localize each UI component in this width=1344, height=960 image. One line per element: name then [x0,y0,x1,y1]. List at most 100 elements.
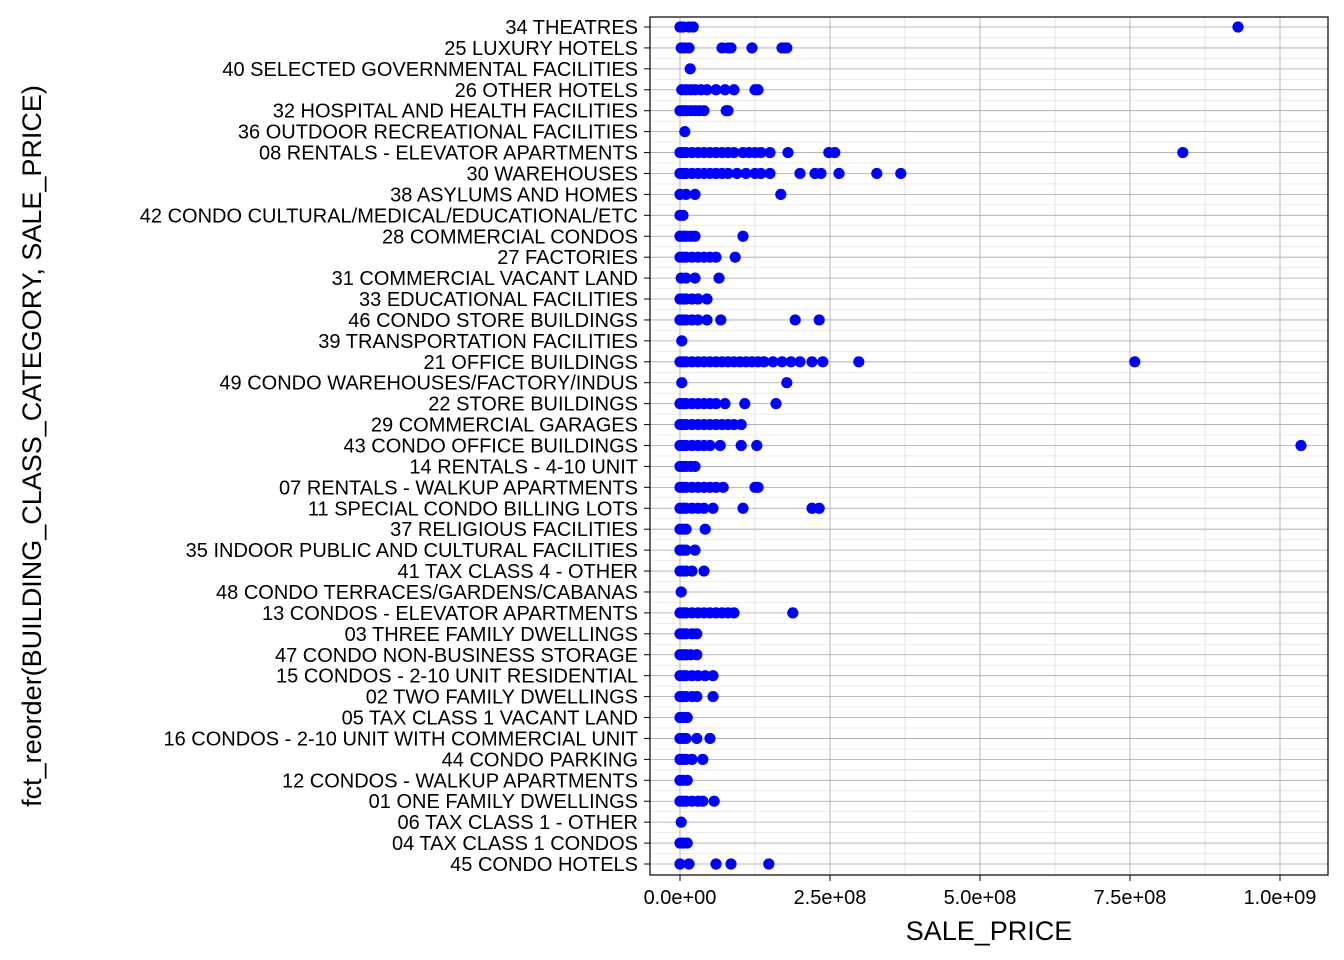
plot-panel [650,17,1328,875]
data-point [704,439,716,452]
data-point [713,272,725,284]
data-point [731,167,743,180]
data-point [686,753,698,765]
y-tick-label: 15 CONDOS - 2-10 UNIT RESIDENTIAL [276,666,638,688]
data-point [755,167,767,180]
data-point [701,84,713,96]
data-point [675,586,687,598]
y-tick-label: 31 COMMERCIAL VACANT LAND [332,268,638,290]
data-point [770,398,782,410]
y-tick-label: 40 SELECTED GOVERNMENTAL FACILITIES [222,59,638,81]
y-tick-label: 11 SPECIAL CONDO BILLING LOTS [308,498,638,520]
x-tick-label: 5.0e+08 [944,887,1017,909]
data-point [698,565,710,577]
data-point [763,858,775,870]
x-tick-label: 0.0e+00 [644,887,717,909]
data-point [764,146,776,159]
data-point [853,356,865,368]
data-point [781,42,793,54]
data-point [789,314,801,326]
data-point [746,42,758,54]
data-point [895,167,907,180]
data-point [687,21,699,33]
data-point [719,398,731,410]
y-tick-label: 25 LUXURY HOTELS [444,38,638,60]
data-point [681,837,693,849]
data-point [704,732,716,745]
y-tick-label: 28 COMMERCIAL CONDOS [382,226,638,248]
y-tick-label: 22 STORE BUILDINGS [428,394,638,416]
data-point [707,502,719,514]
data-point [1232,21,1244,33]
data-point [767,356,779,368]
data-point [813,502,825,514]
data-point [684,63,696,75]
data-point [691,628,703,640]
y-tick-label: 03 THREE FAMILY DWELLINGS [345,624,638,646]
data-point [794,356,806,368]
y-tick-label: 02 TWO FAMILY DWELLINGS [366,687,638,709]
y-tick-label: 48 CONDO TERRACES/GARDENS/CABANAS [216,582,638,604]
data-point [817,356,829,368]
y-tick-label: 04 TAX CLASS 1 CONDOS [392,833,638,855]
data-point [813,314,825,326]
data-point [692,293,704,305]
data-point [1177,146,1189,159]
y-tick-label: 44 CONDO PARKING [442,749,638,771]
data-point [675,816,687,828]
y-tick-label: 42 CONDO CULTURAL/MEDICAL/EDUCATIONAL/ET… [140,205,638,227]
y-tick-label: 21 OFFICE BUILDINGS [424,352,639,374]
y-tick-label: 35 INDOOR PUBLIC AND CULTURAL FACILITIES [186,540,638,562]
data-point [689,188,701,200]
data-point [707,670,719,682]
data-point [1129,356,1141,368]
y-tick-label: 29 COMMERCIAL GARAGES [371,415,638,437]
y-tick-label: 13 CONDOS - ELEVATOR APARTMENTS [262,603,638,625]
y-tick-label: 32 HOSPITAL AND HEALTH FACILITIES [273,101,638,123]
y-tick-label: 30 WAREHOUSES [466,163,638,185]
data-point [781,377,793,389]
data-point [815,167,827,180]
data-point [680,523,692,535]
data-point [725,42,737,54]
data-point [1295,439,1307,452]
y-tick-label: 01 ONE FAMILY DWELLINGS [369,791,638,813]
data-point [680,272,692,284]
y-tick-label: 06 TAX CLASS 1 - OTHER [398,812,638,834]
data-point [728,607,740,619]
data-point [689,544,701,556]
data-point [752,481,764,493]
data-point [794,167,806,180]
y-tick-label: 05 TAX CLASS 1 VACANT LAND [342,708,638,730]
y-tick-label: 43 CONDO OFFICE BUILDINGS [344,436,639,458]
data-point [740,167,752,180]
data-point [725,858,737,870]
data-point [683,858,695,870]
y-tick-label: 38 ASYLUMS AND HOMES [390,184,638,206]
x-tick-label: 1.0e+09 [1244,887,1317,909]
data-point [677,209,689,221]
data-point [680,188,692,200]
data-point [776,356,788,368]
data-point [739,398,751,410]
data-point [719,84,731,96]
data-points [674,21,1307,870]
y-tick-label: 08 RENTALS - ELEVATOR APARTMENTS [259,143,638,165]
data-point [755,146,767,159]
data-point [751,439,763,452]
y-tick-label: 37 RELIGIOUS FACILITIES [390,519,638,541]
y-tick-label: 36 OUTDOOR RECREATIONAL FACILITIES [238,122,638,144]
data-point [676,335,688,347]
y-tick-label: 47 CONDO NON-BUSINESS STORAGE [275,645,638,667]
data-point [833,167,845,180]
data-point [735,418,747,431]
data-point [717,481,729,493]
data-point [710,398,722,410]
data-point [737,230,749,242]
data-point [681,774,693,786]
data-point [686,565,698,577]
data-point [715,314,727,326]
y-tick-label: 41 TAX CLASS 4 - OTHER [398,561,638,583]
y-tick-label: 39 TRANSPORTATION FACILITIES [318,331,638,353]
